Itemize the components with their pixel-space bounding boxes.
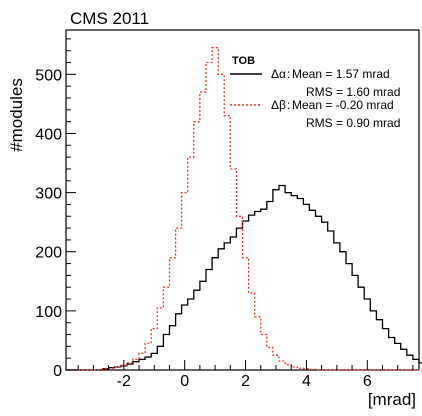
x-tick-label: 0 xyxy=(180,373,189,390)
legend-mean-dalpha: Mean = 1.57 mrad xyxy=(292,67,390,81)
legend-name-dalpha: Δα xyxy=(271,67,286,81)
y-tick-label: 0 xyxy=(53,363,62,380)
legend-rms-dalpha: RMS = 1.60 mrad xyxy=(306,85,400,99)
legend-name-dbeta: Δβ xyxy=(271,98,286,112)
axes-layer: -2 0 2 4 6 0 100 200 300 400 500 xyxy=(35,38,414,390)
legend: TOB Δα : Mean = 1.57 mrad RMS = 1.60 mra… xyxy=(230,55,400,130)
x-axis-label: [mrad] xyxy=(368,390,416,409)
legend-rms-dbeta: RMS = 0.90 mrad xyxy=(306,116,400,130)
series-layer xyxy=(66,47,422,371)
x-tick-label: 4 xyxy=(302,373,311,390)
series-0-histogram xyxy=(66,184,422,371)
x-tick-label: 2 xyxy=(241,373,250,390)
series-1-histogram xyxy=(66,47,422,371)
y-axis-label: #modules xyxy=(7,78,26,152)
legend-colon-dbeta: : xyxy=(287,98,290,112)
plot-frame xyxy=(65,29,420,371)
chart-title: CMS 2011 xyxy=(70,9,149,28)
y-tick-label: 500 xyxy=(35,67,62,84)
legend-mean-dbeta: Mean = -0.20 mrad xyxy=(292,98,394,112)
x-tick-label: 6 xyxy=(363,373,372,390)
legend-colon-dalpha: : xyxy=(287,67,290,81)
legend-header: TOB xyxy=(232,55,255,67)
x-tick-label: -2 xyxy=(117,373,131,390)
y-tick-label: 100 xyxy=(35,304,62,321)
y-tick-label: 200 xyxy=(35,245,62,262)
y-tick-label: 400 xyxy=(35,126,62,143)
y-tick-label: 300 xyxy=(35,186,62,203)
